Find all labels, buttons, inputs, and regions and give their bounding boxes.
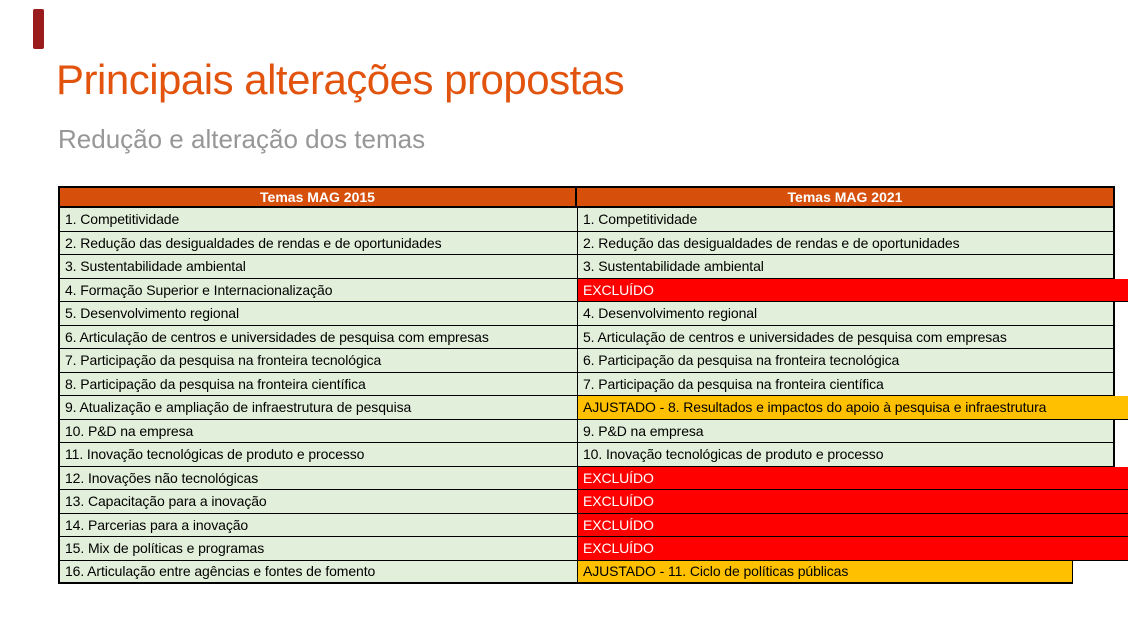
mag2015-cell: 11. Inovação tecnológicas de produto e p…: [58, 443, 577, 467]
mag2021-cell: 4. Desenvolvimento regional: [577, 302, 1115, 326]
table-header-row: Temas MAG 2015 Temas MAG 2021: [58, 186, 1115, 208]
column-header-mag2021: Temas MAG 2021: [787, 189, 903, 205]
mag2015-cell: 5. Desenvolvimento regional: [58, 302, 577, 326]
table-row: 3. Sustentabilidade ambiental 3. Sustenta…: [58, 255, 1115, 279]
table-row: 5. Desenvolvimento regional 4. Desenvolvi…: [58, 302, 1115, 326]
table-row: 7. Participação da pesquisa na fronteira…: [58, 349, 1115, 373]
mag2021-cell: 7. Participação da pesquisa na fronteira…: [577, 372, 1115, 396]
mag2021-cell: AJUSTADO - 8. Resultados e impactos do a…: [577, 396, 1128, 420]
mag2015-cell: 12. Inovações não tecnológicas: [58, 466, 577, 490]
mag2021-cell: EXCLUÍDO: [577, 466, 1128, 490]
mag2021-cell: 2. Redução das desigualdades de rendas e…: [577, 231, 1115, 255]
mag2015-cell: 1. Competitividade: [58, 208, 577, 232]
mag2021-cell: EXCLUÍDO: [577, 537, 1128, 561]
mag2015-cell: 8. Participação da pesquisa na fronteira…: [58, 372, 577, 396]
mag2015-cell: 15. Mix de políticas e programas: [58, 537, 577, 561]
mag2015-cell: 10. P&D na empresa: [58, 419, 577, 443]
mag2021-cell: 6. Participação da pesquisa na fronteira…: [577, 349, 1115, 373]
mag2015-cell: 3. Sustentabilidade ambiental: [58, 255, 577, 279]
table-row: 11. Inovação tecnológicas de produto e p…: [58, 443, 1115, 467]
mag2015-cell: 4. Formação Superior e Internacionalizaç…: [58, 278, 577, 302]
mag2021-cell: 9. P&D na empresa: [577, 419, 1115, 443]
table-row: 6. Articulação de centros e universidade…: [58, 325, 1115, 349]
table-row: 1. Competitividade 1. Competitividade: [58, 208, 1115, 232]
mag2021-cell: EXCLUÍDO: [577, 278, 1128, 302]
table-body: 1. Competitividade 1. Competitividade 2. R…: [58, 208, 1128, 584]
mag2021-cell: AJUSTADO - 11. Ciclo de políticas públic…: [577, 560, 1073, 584]
mag2021-cell: 10. Inovação tecnológicas de produto e p…: [577, 443, 1115, 467]
table-row: 10. P&D na empresa 9. P&D na empresa: [58, 419, 1115, 443]
mag2015-cell: 7. Participação da pesquisa na fronteira…: [58, 349, 577, 373]
mag2021-cell: 1. Competitividade: [577, 208, 1115, 232]
table-row: 13. Capacitação para a inovação EXCLUÍDO: [58, 490, 1128, 514]
table-row: 16. Articulação entre agências e fontes …: [58, 560, 1115, 584]
themes-comparison-table: Temas MAG 2015 Temas MAG 2021 1. Competi…: [58, 186, 1128, 584]
page-title: Principais alterações propostas: [56, 56, 625, 103]
table-row: 2. Redução das desigualdades de rendas e…: [58, 231, 1115, 255]
table-row: 14. Parcerias para a inovação EXCLUÍDO: [58, 513, 1128, 537]
table-row: 12. Inovações não tecnológicas EXCLUÍDO: [58, 466, 1128, 490]
table-row: 15. Mix de políticas e programas EXCLUÍDO: [58, 537, 1128, 561]
slide-accent-bar: [33, 9, 44, 49]
mag2015-cell: 2. Redução das desigualdades de rendas e…: [58, 231, 577, 255]
mag2015-cell: 6. Articulação de centros e universidade…: [58, 325, 577, 349]
column-header-mag2015: Temas MAG 2015: [60, 188, 577, 206]
table-row: 9. Atualização e ampliação de infraestru…: [58, 396, 1128, 420]
mag2021-cell: 5. Articulação de centros e universidade…: [577, 325, 1115, 349]
mag2021-cell: EXCLUÍDO: [577, 513, 1128, 537]
table-row: 8. Participação da pesquisa na fronteira…: [58, 372, 1115, 396]
page-subtitle: Redução e alteração dos temas: [58, 124, 426, 154]
mag2015-cell: 9. Atualização e ampliação de infraestru…: [58, 396, 577, 420]
mag2015-cell: 16. Articulação entre agências e fontes …: [58, 560, 577, 584]
mag2021-cell: EXCLUÍDO: [577, 490, 1128, 514]
mag2015-cell: 14. Parcerias para a inovação: [58, 513, 577, 537]
mag2021-cell: 3. Sustentabilidade ambiental: [577, 255, 1115, 279]
mag2015-cell: 13. Capacitação para a inovação: [58, 490, 577, 514]
table-row: 4. Formação Superior e Internacionalizaç…: [58, 278, 1128, 302]
